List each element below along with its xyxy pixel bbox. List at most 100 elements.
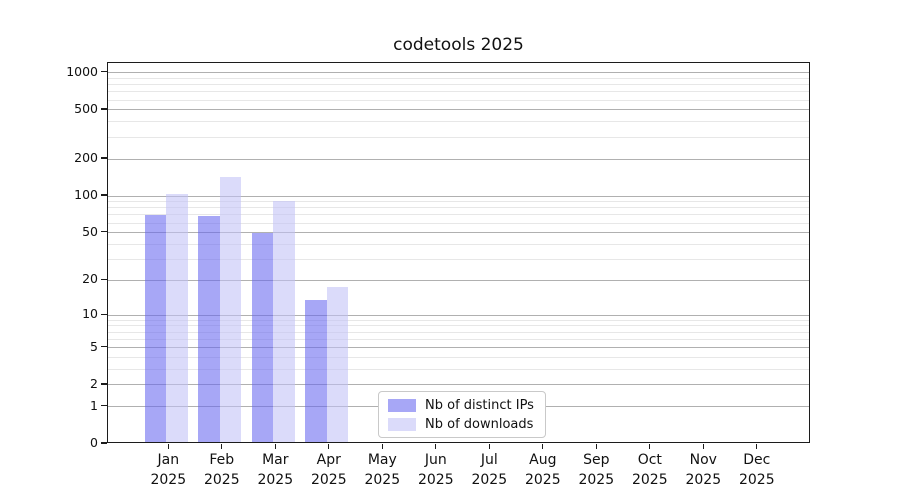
legend: Nb of distinct IPs Nb of downloads — [378, 391, 546, 438]
x-tick-label-jan: Jan 2025 — [140, 451, 196, 490]
gridline-minor — [108, 331, 809, 333]
x-tick-label-jul: Jul 2025 — [461, 451, 517, 490]
year-label: 2025 — [685, 471, 722, 488]
month-label: Jul — [480, 452, 498, 468]
gridline-minor — [108, 243, 809, 245]
y-tick-label: 20 — [82, 271, 98, 287]
year-label: 2025 — [471, 471, 508, 488]
x-tick-mark — [274, 444, 276, 449]
gridline-minor — [108, 201, 809, 203]
x-tick-mark — [221, 444, 223, 449]
bar-distinct-ips-feb — [198, 216, 220, 442]
x-tick-mark — [756, 444, 758, 449]
month-label: Oct — [637, 452, 662, 468]
year-label: 2025 — [417, 471, 454, 488]
gridline-major — [108, 195, 809, 197]
gridline-major — [108, 384, 809, 386]
y-tick-label: 5 — [90, 338, 98, 354]
x-tick-label-oct: Oct 2025 — [622, 451, 678, 490]
year-label: 2025 — [203, 471, 240, 488]
y-tick-label: 100 — [74, 187, 98, 203]
y-tick-mark — [101, 383, 107, 385]
y-tick-label: 1 — [90, 397, 98, 413]
month-label: Jan — [157, 452, 180, 468]
x-tick-label-dec: Dec 2025 — [729, 451, 785, 490]
x-tick-mark — [167, 444, 169, 449]
x-tick-label-apr: Apr 2025 — [301, 451, 357, 490]
x-tick-mark — [488, 444, 490, 449]
bar-distinct-ips-mar — [251, 232, 274, 442]
y-tick-mark — [101, 157, 107, 159]
y-tick-label: 50 — [82, 223, 98, 239]
x-tick-mark — [595, 444, 597, 449]
gridline-major — [108, 109, 809, 111]
bar-downloads-mar — [273, 200, 295, 442]
month-label: Feb — [209, 452, 235, 468]
gridline-minor — [108, 84, 809, 86]
month-label: Jun — [424, 452, 447, 468]
y-tick-label: 10 — [82, 306, 98, 322]
legend-label: Nb of downloads — [425, 416, 534, 432]
gridline-minor — [108, 338, 809, 340]
legend-row: Nb of distinct IPs — [388, 398, 545, 413]
y-tick-mark — [101, 442, 107, 444]
gridline-minor — [108, 99, 809, 101]
x-tick-mark — [435, 444, 437, 449]
x-tick-mark — [381, 444, 383, 449]
gridline-major — [108, 347, 809, 349]
gridline-minor — [108, 258, 809, 260]
x-tick-label-may: May 2025 — [354, 451, 410, 490]
y-tick-label: 2 — [90, 375, 98, 391]
year-label: 2025 — [150, 471, 187, 488]
gridline-minor — [108, 222, 809, 224]
month-label: May — [367, 452, 397, 468]
y-tick-label: 0 — [90, 435, 98, 450]
x-tick-label-mar: Mar 2025 — [247, 451, 303, 490]
gridline-major — [108, 314, 809, 316]
bar-distinct-ips-jan — [144, 214, 167, 442]
y-tick-label: 500 — [74, 100, 98, 116]
legend-swatch-icon — [388, 398, 416, 412]
month-label: Nov — [689, 452, 717, 468]
gridline-minor — [108, 207, 809, 209]
x-tick-label-jun: Jun 2025 — [408, 451, 464, 490]
x-tick-mark — [702, 444, 704, 449]
gridline-major — [108, 279, 809, 281]
x-tick-label-sep: Sep 2025 — [568, 451, 624, 490]
gridline-minor — [108, 121, 809, 123]
gridline-minor — [108, 91, 809, 93]
year-label: 2025 — [364, 471, 401, 488]
x-tick-label-aug: Aug 2025 — [515, 451, 571, 490]
x-tick-mark — [328, 444, 330, 449]
x-tick-mark — [649, 444, 651, 449]
bar-downloads-jan — [166, 194, 188, 442]
year-label: 2025 — [578, 471, 615, 488]
bar-downloads-apr — [326, 286, 349, 442]
gridline-major — [108, 72, 809, 74]
y-tick-mark — [101, 346, 107, 348]
gridline-minor — [108, 357, 809, 359]
gridline-minor — [108, 369, 809, 370]
x-tick-label-nov: Nov 2025 — [675, 451, 731, 490]
month-label: Mar — [262, 452, 289, 468]
y-tick-mark — [101, 194, 107, 196]
year-label: 2025 — [524, 471, 561, 488]
x-tick-label-feb: Feb 2025 — [194, 451, 250, 490]
legend-label: Nb of distinct IPs — [425, 397, 534, 413]
y-tick-label: 200 — [74, 150, 98, 166]
y-tick-mark — [101, 313, 107, 315]
gridline-minor — [108, 77, 809, 79]
y-tick-mark — [101, 108, 107, 110]
gridline-major — [108, 232, 809, 234]
gridline-major — [108, 158, 809, 160]
chart-title: codetools 2025 — [393, 35, 524, 55]
legend-row: Nb of downloads — [388, 417, 545, 432]
month-label: Apr — [316, 452, 341, 468]
gridline-minor — [108, 325, 809, 327]
year-label: 2025 — [310, 471, 347, 488]
month-label: Sep — [583, 452, 610, 468]
y-tick-mark — [101, 405, 107, 407]
y-tick-label: 1000 — [66, 63, 98, 79]
bar-distinct-ips-apr — [305, 300, 327, 442]
